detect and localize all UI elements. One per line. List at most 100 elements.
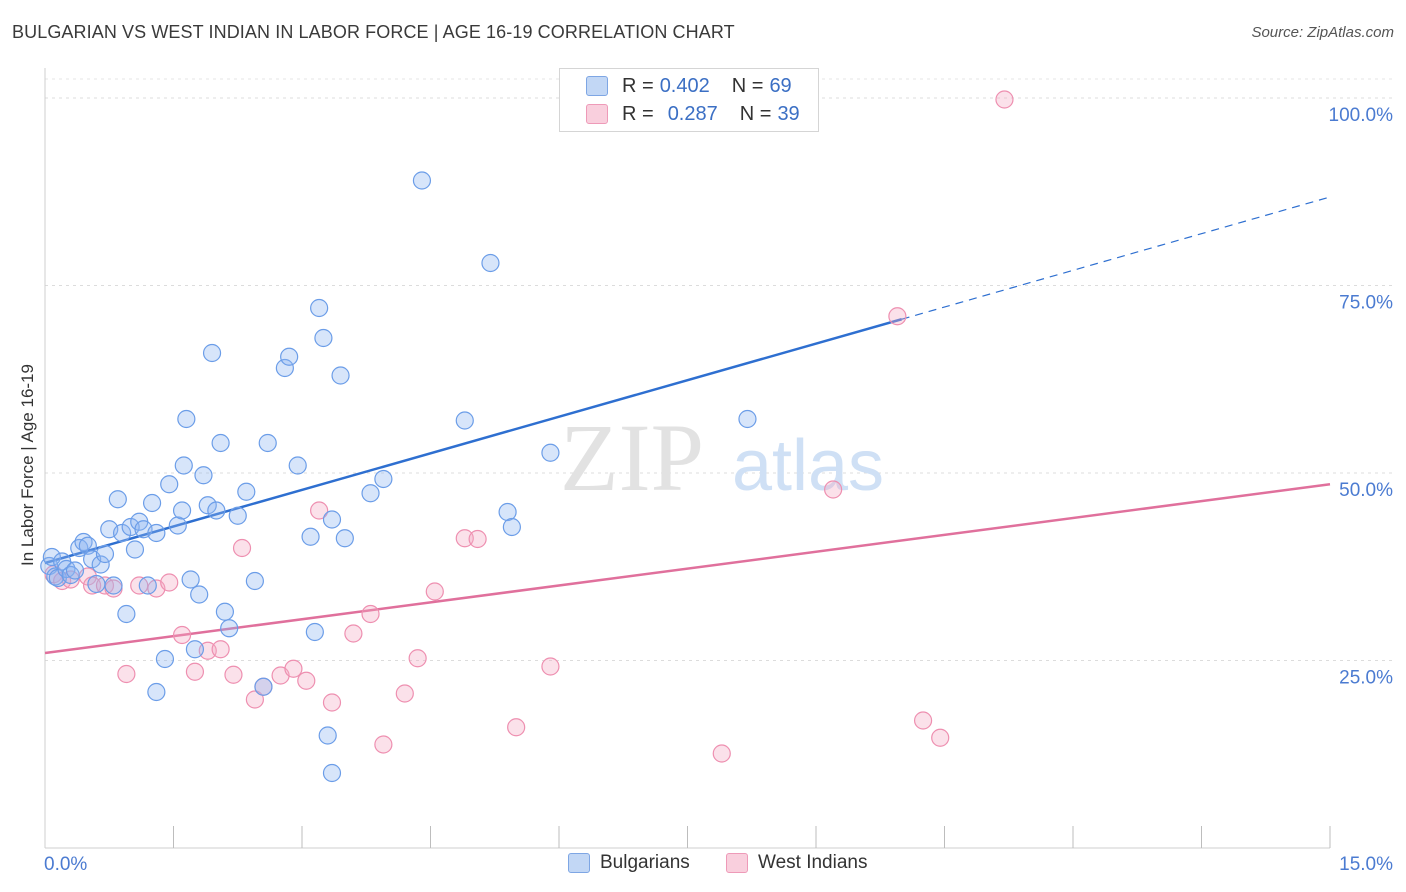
point-bulgarians [301,527,320,546]
point-bulgarians [331,366,350,385]
point-west-indians [425,582,444,601]
point-bulgarians [738,409,757,429]
point-bulgarians [228,506,247,525]
source-label: Source: ZipAtlas.com [1251,24,1394,41]
point-bulgarians [245,571,264,591]
point-bulgarians [190,585,209,604]
trend-line-bulgarians-extension [901,196,1331,320]
point-bulgarians [237,482,256,501]
legend-swatch-bulgarians [586,76,608,96]
x-tick-label-min: 0.0% [44,854,87,875]
point-bulgarians [117,604,136,624]
bottom-legend-label-bulgarians: Bulgarians [600,852,690,873]
point-bulgarians [280,347,299,366]
point-bulgarians [258,433,277,453]
bottom-legend-swatch-west-indians [726,853,748,873]
legend-n-value-west-indians: 39 [777,102,800,125]
point-west-indians [507,718,526,737]
point-west-indians [824,480,843,499]
point-bulgarians [318,726,337,745]
point-west-indians [211,640,230,659]
point-bulgarians [335,529,354,548]
point-bulgarians [65,561,85,580]
point-bulgarians [168,516,187,535]
point-bulgarians [147,682,166,702]
point-bulgarians [207,501,226,520]
watermark-atlas: atlas [732,426,884,506]
chart-title: BULGARIAN VS WEST INDIAN IN LABOR FORCE … [12,22,735,42]
bottom-legend-swatch-bulgarians [568,853,590,873]
trend-lines [44,196,1331,655]
trend-line-bulgarians [44,318,903,565]
point-bulgarians [211,433,230,453]
point-bulgarians [322,763,342,783]
legend-r-label: R = [622,102,654,125]
point-west-indians [322,693,342,712]
y-axis-label: In Labor Force | Age 16-19 [18,364,37,566]
point-bulgarians [215,602,234,621]
point-west-indians [468,529,487,549]
point-bulgarians [160,475,179,494]
point-bulgarians [95,544,115,564]
point-bulgarians [177,409,196,429]
legend-n-label: N = [739,102,772,125]
point-west-indians [541,657,560,676]
legend-r-value-west-indians: 0.287 [667,102,718,125]
tick-labels: 25.0% 50.0% 75.0% 100.0% 0.0% 15.0% [44,105,1393,875]
point-bulgarians [87,574,106,594]
point-bulgarians [185,640,205,659]
point-bulgarians [305,622,324,642]
axes [44,68,1331,849]
point-west-indians [913,711,933,730]
point-bulgarians [108,490,127,509]
point-west-indians [310,501,329,520]
point-bulgarians [541,443,560,462]
point-bulgarians [174,456,193,475]
point-west-indians [395,684,414,703]
legend-n-value-bulgarians: 69 [769,74,792,97]
point-bulgarians [198,496,217,515]
point-bulgarians [220,619,239,638]
legend-row-west-indians: R = 0.287 N = 39 [586,101,800,127]
legend-row-bulgarians: R = 0.402 N = 69 [586,73,792,99]
point-west-indians [232,538,252,558]
point-bulgarians [254,677,273,696]
point-bulgarians [322,510,342,529]
y-tick-label: 25.0% [1339,668,1393,689]
point-bulgarians [147,523,166,543]
y-tick-label: 75.0% [1339,293,1393,314]
point-bulgarians [91,555,110,574]
point-bulgarians [275,358,294,378]
point-bulgarians [502,517,521,537]
point-bulgarians [412,171,432,190]
point-bulgarians [125,540,145,559]
point-bulgarians [142,493,162,513]
point-bulgarians [361,484,380,503]
point-west-indians [344,624,363,643]
point-bulgarians [194,466,213,485]
point-bulgarians [42,547,61,567]
y-tick-label: 100.0% [1329,105,1394,126]
point-bulgarians [202,343,222,363]
point-west-indians [185,662,205,681]
point-bulgarians [314,328,333,348]
legend-swatch-west-indians [586,104,608,124]
point-west-indians [284,659,303,678]
point-west-indians [888,307,907,326]
bottom-legend-west-indians: West Indians [726,852,867,874]
point-bulgarians [138,576,157,595]
point-bulgarians [155,649,175,669]
point-bulgarians [498,502,517,522]
west-indians-points [44,90,1014,763]
point-bulgarians [104,576,123,595]
point-bulgarians [288,456,307,475]
point-west-indians [245,690,264,709]
bottom-legend-label-west-indians: West Indians [758,852,868,873]
watermark-zip: ZIP [560,404,704,511]
point-bulgarians [481,253,500,273]
point-west-indians [172,625,192,645]
point-west-indians [361,604,380,624]
legend-n-label: N = [731,74,764,97]
legend-r-label: R = [622,74,654,97]
